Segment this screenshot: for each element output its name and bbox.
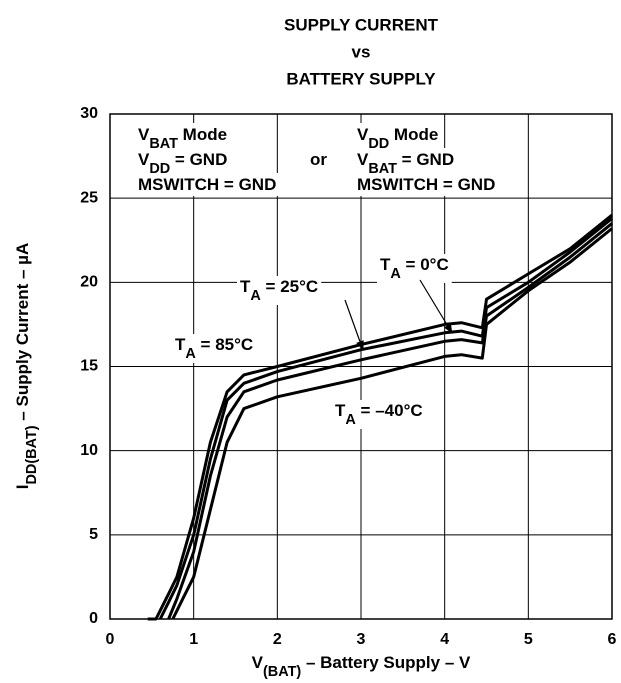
y-axis-label-part: DD(BAT) (24, 425, 40, 484)
x-axis-label-part: – Battery Supply – V (301, 653, 471, 672)
annotation: MSWITCH = GND (357, 175, 495, 194)
series-label-backgrounds (172, 254, 452, 429)
x-tick-label: 0 (106, 631, 115, 648)
annotation-part: DD (149, 161, 170, 177)
annotation-part: or (310, 150, 327, 169)
x-axis-label-part: V (252, 653, 264, 672)
series-label-part: A (345, 412, 356, 428)
annotation-backgrounds (134, 123, 500, 196)
annotation-part: V (138, 125, 150, 144)
annotation-background (353, 173, 500, 196)
annotation-arrow (419, 279, 453, 334)
series-label-part: = 85°C (196, 335, 253, 354)
series-label-part: T (175, 335, 186, 354)
annotation: VBAT Mode (138, 125, 227, 152)
chart-title: vs (352, 42, 371, 61)
series-label: TA = –40°C (335, 401, 423, 428)
y-tick-label: 25 (80, 189, 98, 206)
series-label-background (377, 254, 452, 283)
annotation-part: V (138, 150, 150, 169)
series-line (158, 217, 613, 620)
annotation-background (134, 173, 281, 196)
series-label-background (237, 276, 322, 305)
annotation: VBAT = GND (357, 150, 454, 177)
series-label-part: T (240, 277, 251, 296)
series-line (147, 213, 613, 621)
x-tick-label: 2 (273, 631, 282, 648)
y-tick-label: 20 (80, 274, 98, 291)
x-tick-label: 5 (524, 631, 533, 648)
series-label: TA = 25°C (240, 277, 318, 304)
x-tick-label: 4 (440, 631, 449, 648)
series-label-part: = 25°C (261, 277, 318, 296)
chart-title: SUPPLY CURRENT (284, 15, 439, 34)
x-tick-label: 3 (357, 631, 366, 648)
annotation-part: V (357, 150, 369, 169)
y-tick-label: 10 (80, 442, 98, 459)
annotation-arrow (344, 299, 364, 351)
x-tick-label: 6 (608, 631, 617, 648)
x-axis-label: V(BAT) – Battery Supply – V (252, 653, 471, 680)
annotation-part: BAT (149, 136, 178, 152)
series-label-background (332, 400, 426, 429)
series-label-part: A (250, 288, 261, 304)
series-label: TA = 0°C (380, 255, 449, 282)
x-tick-label: 1 (189, 631, 198, 648)
annotation-part: MSWITCH = GND (138, 175, 276, 194)
y-axis-label-part: – Supply Current – µA (13, 243, 32, 426)
y-tick-label: 15 (80, 358, 98, 375)
y-tick-label: 5 (89, 526, 98, 543)
y-axis-label-part: I (13, 485, 32, 490)
annotation: or (310, 150, 327, 169)
annotation-part: BAT (368, 161, 397, 177)
annotation: VDD Mode (357, 125, 438, 152)
annotation-part: DD (368, 136, 389, 152)
x-axis-label-part: (BAT) (263, 664, 301, 680)
annotation: MSWITCH = GND (138, 175, 276, 194)
annotation-part: Mode (389, 125, 438, 144)
annotation-part: Mode (178, 125, 227, 144)
annotation: VDD = GND (138, 150, 227, 177)
series-label-part: = 0°C (401, 255, 449, 274)
y-tick-label: 0 (89, 610, 98, 627)
series-line (171, 227, 613, 620)
series-label-background (172, 334, 257, 363)
annotation-part: MSWITCH = GND (357, 175, 495, 194)
series-label-part: T (380, 255, 391, 274)
annotation-part: = GND (397, 150, 454, 169)
annotation-background (306, 148, 332, 171)
series-label-part: A (390, 266, 401, 282)
series-label-part: A (185, 346, 196, 362)
y-axis-label: IDD(BAT) – Supply Current – µA (13, 243, 40, 489)
series-label-part: = –40°C (356, 401, 423, 420)
series-label: TA = 85°C (175, 335, 253, 362)
series-line (167, 222, 613, 620)
series-label-part: T (335, 401, 346, 420)
chart-title: BATTERY SUPPLY (286, 69, 436, 88)
y-tick-label: 30 (80, 105, 98, 122)
grid (109, 113, 613, 620)
annotation-part: = GND (170, 150, 227, 169)
annotation-part: V (357, 125, 369, 144)
